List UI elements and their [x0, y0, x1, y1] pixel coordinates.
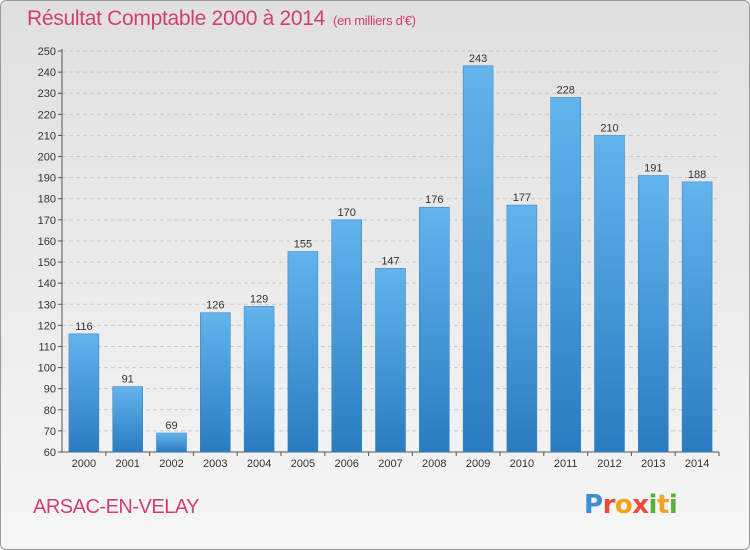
bar — [68, 333, 100, 453]
bar-value-label: 191 — [644, 163, 662, 175]
y-tick-label: 120 — [38, 320, 56, 332]
bar-value-label: 155 — [294, 239, 312, 251]
y-tick-label: 180 — [38, 194, 56, 206]
y-tick-label: 70 — [44, 426, 56, 438]
x-tick-label: 2006 — [334, 458, 358, 470]
bar — [331, 219, 362, 453]
bar — [419, 206, 450, 453]
logo-letter: P — [584, 490, 603, 520]
chart-title: Résultat Comptable 2000 à 2014 (en millie… — [27, 7, 416, 31]
bar — [200, 312, 231, 453]
bar — [681, 181, 713, 453]
bar — [287, 251, 319, 453]
bar — [375, 268, 406, 453]
bar-value-label: 188 — [688, 169, 706, 181]
x-tick-label: 2009 — [466, 458, 490, 470]
x-tick-label: 2001 — [115, 458, 139, 470]
logo-letter: r — [602, 490, 616, 520]
x-tick-label: 2007 — [378, 458, 402, 470]
labels: 116 91 69 126 129 155 170 147 176 243 177 228 210 191… — [75, 53, 706, 432]
logo-letter: i — [648, 490, 658, 520]
x-tick-label: 2012 — [597, 458, 621, 470]
bar — [462, 65, 494, 453]
bar-value-label: 126 — [206, 300, 224, 312]
bar-value-label: 91 — [122, 374, 134, 386]
x-tick-label: 2005 — [291, 458, 315, 470]
bar — [112, 386, 143, 453]
x-tick-label: 2003 — [203, 458, 227, 470]
chart-title-text: Résultat Comptable 2000 à 2014 — [27, 7, 326, 30]
bar-value-label: 147 — [381, 255, 399, 267]
y-tick-label: 200 — [38, 152, 56, 164]
y-tick-label: 230 — [38, 88, 56, 100]
y-tick-label: 160 — [38, 236, 56, 248]
x-tick-label: 2002 — [159, 458, 183, 470]
bar — [638, 175, 669, 453]
bars — [68, 65, 713, 453]
logo-letter: x — [632, 490, 649, 520]
y-tick-label: 250 — [38, 46, 56, 58]
x-tick-label: 2011 — [554, 458, 578, 470]
x-tick-label: 2000 — [72, 458, 96, 470]
bar — [506, 204, 538, 453]
x-tick-label: 2010 — [510, 458, 534, 470]
bar-value-label: 116 — [75, 321, 93, 333]
y-tick-label: 150 — [38, 257, 56, 269]
logo-letter: o — [614, 490, 633, 520]
bar — [243, 306, 275, 453]
x-tick-label: 2004 — [247, 458, 271, 470]
y-tick-label: 220 — [38, 109, 56, 121]
bar-value-label: 243 — [469, 53, 487, 65]
y-tick-label: 90 — [44, 384, 56, 396]
commune-name: ARSAC-EN-VELAY — [33, 496, 200, 518]
x-tick-label: 2008 — [422, 458, 446, 470]
bar-value-label: 129 — [250, 293, 268, 305]
y-tick-label: 240 — [38, 67, 56, 79]
y-tick-label: 190 — [38, 173, 56, 185]
y-tick-label: 80 — [44, 405, 56, 417]
bar-value-label: 228 — [557, 84, 575, 96]
chart-unit: (en milliers d'€) — [333, 13, 416, 28]
proxiti-logo: Proxiti — [584, 490, 678, 520]
bar-value-label: 176 — [425, 194, 443, 206]
y-tick-label: 130 — [38, 299, 56, 311]
y-tick-label: 110 — [38, 341, 56, 353]
x-tick-label: 2013 — [641, 458, 665, 470]
bar — [156, 432, 187, 453]
bar-value-label: 69 — [165, 420, 177, 432]
bar-value-label: 177 — [513, 192, 531, 204]
logo-letter: i — [668, 490, 678, 520]
y-tick-label: 100 — [38, 363, 56, 375]
y-tick-label: 170 — [38, 215, 56, 227]
logo-letter: t — [656, 490, 669, 520]
bar-value-label: 210 — [600, 122, 618, 134]
y-tick-label: 60 — [44, 447, 56, 459]
bar — [594, 135, 625, 453]
x-tick-label: 2014 — [685, 458, 709, 470]
bar-value-label: 170 — [338, 207, 356, 219]
bar — [550, 97, 581, 453]
y-tick-label: 140 — [38, 278, 56, 290]
y-tick-label: 210 — [38, 130, 56, 142]
